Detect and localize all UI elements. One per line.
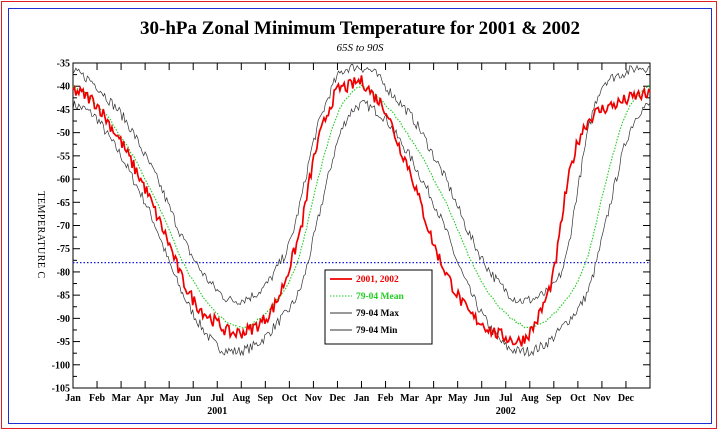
- y-tick-label: -60: [57, 175, 70, 186]
- legend-box: [324, 269, 433, 345]
- x-tick-label: Jun: [474, 393, 491, 404]
- series-line-79-04-max: [72, 64, 651, 305]
- x-tick-label: Sep: [258, 393, 274, 404]
- x-tick-label: Jul: [211, 393, 225, 404]
- legend-label: 2001, 2002: [356, 275, 399, 285]
- x-tick-label: Nov: [305, 393, 322, 404]
- x-tick-label: Oct: [282, 393, 298, 404]
- y-tick-label: -70: [57, 221, 70, 232]
- inner-border: [8, 8, 712, 424]
- x-tick-label: May: [448, 393, 467, 404]
- y-tick-label: -45: [57, 105, 70, 116]
- y-tick-label: -105: [52, 384, 70, 395]
- x-tick-label: Jul: [499, 393, 513, 404]
- x-tick-label: Dec: [618, 393, 635, 404]
- y-tick-label: -50: [57, 128, 70, 139]
- plot-area: -35 -40 -45 -50 -55 -60 -65 -70 -75 -80 -85 -90 -95 -…: [52, 59, 651, 417]
- y-tick-label: -55: [57, 151, 70, 162]
- y-tick-label: -65: [57, 198, 70, 209]
- y-tick-label: -90: [57, 314, 70, 325]
- x-tick-label: May: [159, 393, 178, 404]
- year-label: 2002: [496, 406, 516, 417]
- x-tick-label: Oct: [570, 393, 586, 404]
- x-tick-label: Jan: [65, 393, 81, 404]
- series-line-2001-2002: [72, 75, 651, 347]
- y-tick-label: -75: [57, 244, 70, 255]
- y-tick-label: -100: [52, 360, 70, 371]
- series-line-79-04-mean: [72, 84, 651, 329]
- legend-label: 79-04 Mean: [356, 292, 404, 302]
- legend-label: 79-04 Max: [356, 309, 399, 319]
- x-tick-label: Feb: [89, 393, 106, 404]
- x-tick-label: Apr: [425, 393, 443, 404]
- x-tick-label: Apr: [137, 393, 155, 404]
- chart-title: 30-hPa Zonal Minimum Temperature for 200…: [140, 18, 580, 39]
- y-tick-label: -85: [57, 291, 70, 302]
- chart-subtitle: 65S to 90S: [336, 42, 384, 54]
- x-tick-label: Jan: [354, 393, 370, 404]
- x-tick-label: Jun: [185, 393, 202, 404]
- x-tick-label: Mar: [112, 393, 131, 404]
- legend-label: 79-04 Min: [356, 326, 398, 336]
- x-tick-label: Aug: [521, 393, 539, 404]
- y-tick-label: -80: [57, 267, 70, 278]
- y-tick-label: -35: [57, 59, 70, 70]
- x-tick-label: Mar: [400, 393, 419, 404]
- x-tick-label: Dec: [329, 393, 346, 404]
- year-label: 2001: [207, 406, 227, 417]
- x-tick-label: Aug: [232, 393, 250, 404]
- y-tick-label: -40: [57, 82, 70, 93]
- x-tick-label: Nov: [593, 393, 610, 404]
- x-tick-label: Feb: [377, 393, 394, 404]
- y-axis-label: TEMPERATURE C: [35, 191, 46, 278]
- series-line-79-04-min: [72, 100, 651, 357]
- x-tick-label: Sep: [546, 393, 562, 404]
- y-tick-label: -95: [57, 337, 70, 348]
